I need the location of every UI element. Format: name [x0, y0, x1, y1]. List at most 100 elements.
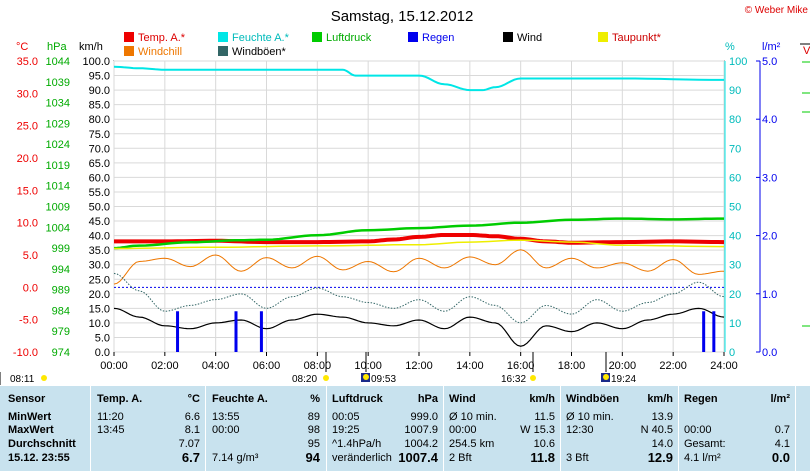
sun-icon-1 — [323, 375, 329, 381]
table-cell-pres-val: 1007.9 — [404, 424, 438, 436]
header-wind-unit: km/h — [529, 393, 555, 405]
statistics-table: Sensor Temp. A. °C Feuchte A. % Luftdruc… — [0, 386, 810, 471]
legend: Temp. A.* Feuchte A.* Luftdruck Regen Wi… — [124, 32, 662, 58]
temp-axis-tick-label: 25.0 — [17, 121, 38, 133]
rain-axis-tick-label: 5.0 — [762, 56, 777, 68]
table-cell-temp-time: 11:20 — [97, 411, 124, 423]
wind-axis-unit: km/h — [79, 41, 103, 53]
time-axis-tick-label: 02:00 — [151, 360, 179, 372]
table-cell-pres-time: 19:25 — [332, 424, 360, 436]
pressure-axis-tick-label: 999 — [52, 243, 70, 255]
sunrise-label: 08:11 — [10, 374, 35, 385]
legend-label-humidity: Feuchte A.* — [232, 32, 290, 44]
header-sensor: Sensor — [8, 393, 46, 405]
legend-label-dewpoint: Taupunkt* — [612, 32, 662, 44]
moon-phase-1 — [363, 374, 369, 380]
pressure-axis-tick-label: 1014 — [46, 181, 70, 193]
time-axis-tick-label: 20:00 — [609, 360, 637, 372]
chart-title: Samstag, 15.12.2012 — [331, 8, 474, 25]
legend-label-windchill: Windchill — [138, 46, 182, 58]
wind-axis-tick-label: 45.0 — [89, 216, 110, 228]
table-cell-gust-time: Ø 10 min. — [566, 411, 614, 423]
series-line-luftdruck — [113, 217, 724, 250]
table-cell-label: Durchschnitt — [8, 438, 76, 450]
legend-label-temp: Temp. A.* — [138, 32, 186, 44]
legend-swatch-dewpoint — [598, 32, 608, 42]
moonset-label: 19:24 — [611, 374, 636, 385]
table-cell-pres-val: 1004.2 — [404, 438, 438, 450]
wind-axis-tick-label: 60.0 — [89, 172, 110, 184]
right-edge-markers — [800, 43, 810, 327]
table-cell-temp-val: 8.1 — [184, 424, 200, 436]
rain-bar — [234, 311, 238, 352]
table-cell-gust-val: 14.0 — [651, 438, 673, 450]
humidity-axis-tick-label: 30 — [729, 260, 741, 272]
pressure-axis-tick-label: 994 — [52, 264, 70, 276]
wind-axis-tick-label: 15.0 — [89, 303, 110, 315]
temp-axis-tick-label: 35.0 — [17, 56, 38, 68]
legend-label-rain: Regen — [422, 32, 454, 44]
legend-swatch-windchill — [124, 46, 134, 56]
time-axis-tick-label: 00:00 — [100, 360, 128, 372]
table-cell-temp-time: 13:45 — [97, 424, 125, 436]
table-cell-wind-val: W 15.3 — [520, 424, 555, 436]
temp-axis-tick-label: -10.0 — [13, 347, 38, 359]
header-gusts-unit: km/h — [647, 393, 673, 405]
legend-swatch-wind — [503, 32, 513, 42]
header-pressure-unit: hPa — [417, 393, 438, 405]
wind-axis-tick-label: 70.0 — [89, 143, 110, 155]
pressure-axis-tick-label: 1009 — [46, 202, 70, 214]
table-cell-gust-val: 13.9 — [651, 411, 673, 423]
rain-axis: 5.0 4.0 3.0 2.0 1.0 0.0 — [756, 56, 777, 359]
time-axis-tick-label: 14:00 — [456, 360, 484, 372]
column-divider — [795, 386, 796, 471]
column-divider — [560, 386, 561, 471]
legend-swatch-temp — [124, 32, 134, 42]
table-cell-label: MinWert — [8, 411, 52, 423]
column-divider — [90, 386, 91, 471]
temp-axis: 35.0 30.0 25.0 20.0 15.0 10.0 5.0 0.0 -5.0 -10.0 — [13, 56, 38, 359]
legend-label-gusts: Windböen* — [232, 46, 287, 58]
temp-axis-tick-label: 30.0 — [17, 88, 38, 100]
pressure-axis-unit: hPa — [47, 41, 67, 53]
rain-axis-tick-label: 3.0 — [762, 172, 777, 184]
weather-chart: Samstag, 15.12.2012 © Weber Mike Temp. A… — [0, 5, 810, 385]
wind-axis-tick-label: 40.0 — [89, 231, 110, 243]
table-cell-label: 15.12. 23:55 — [8, 452, 70, 464]
time-axis-tick-label: 12:00 — [405, 360, 433, 372]
sunrise-label-2: 08:20 — [292, 374, 317, 385]
sunrise-icon — [41, 375, 47, 381]
header-rain-unit: l/m² — [770, 393, 790, 405]
temp-axis-tick-label: 15.0 — [17, 185, 38, 197]
pressure-axis-tick-label: 989 — [52, 285, 70, 297]
series-layer — [113, 65, 725, 352]
rain-axis-tick-label: 2.0 — [762, 231, 777, 243]
pressure-axis-tick-label: 1034 — [46, 98, 70, 110]
rain-axis-tick-label: 4.0 — [762, 114, 777, 126]
legend-swatch-pressure — [312, 32, 322, 42]
humidity-axis-tick-label: 40 — [729, 231, 741, 243]
temp-axis-tick-label: 0.0 — [23, 282, 38, 294]
humidity-axis-tick-label: 20 — [729, 289, 741, 301]
wind-axis-tick-label: 65.0 — [89, 158, 110, 170]
pressure-axis-tick-label: 1019 — [46, 160, 70, 172]
table-cell-rain-time: Gesamt: — [684, 438, 726, 450]
pressure-axis-tick-label: 1024 — [46, 139, 70, 151]
moonrise-label: 09:53 — [371, 374, 396, 385]
time-axis-tick-label: 22:00 — [659, 360, 687, 372]
wind-axis: 100.0 95.0 90.0 85.0 80.0 75.0 70.0 65.0 60.0 55.… — [82, 56, 110, 359]
sun-moon-markers: 08:11 08:20 09:53 16:32 19:24 — [0, 352, 636, 385]
humidity-axis-tick-label: 50 — [729, 202, 741, 214]
legend-swatch-gusts — [218, 46, 228, 56]
copyright-label: © Weber Mike — [745, 5, 809, 16]
table-cell-temp-val: 6.6 — [184, 411, 200, 423]
table-cell-wind-time: Ø 10 min. — [449, 411, 497, 423]
table-cell-rain-val: 0.7 — [774, 424, 790, 436]
time-axis-tick-label: 10:00 — [354, 360, 382, 372]
wind-axis-tick-label: 55.0 — [89, 187, 110, 199]
rain-bar — [712, 311, 716, 352]
wind-axis-tick-label: 85.0 — [89, 100, 110, 112]
table-cell-wind-val: 10.6 — [533, 438, 555, 450]
series-line-taupunkt — [114, 239, 725, 250]
table-cell-rain-val: 4.1 — [774, 438, 790, 450]
